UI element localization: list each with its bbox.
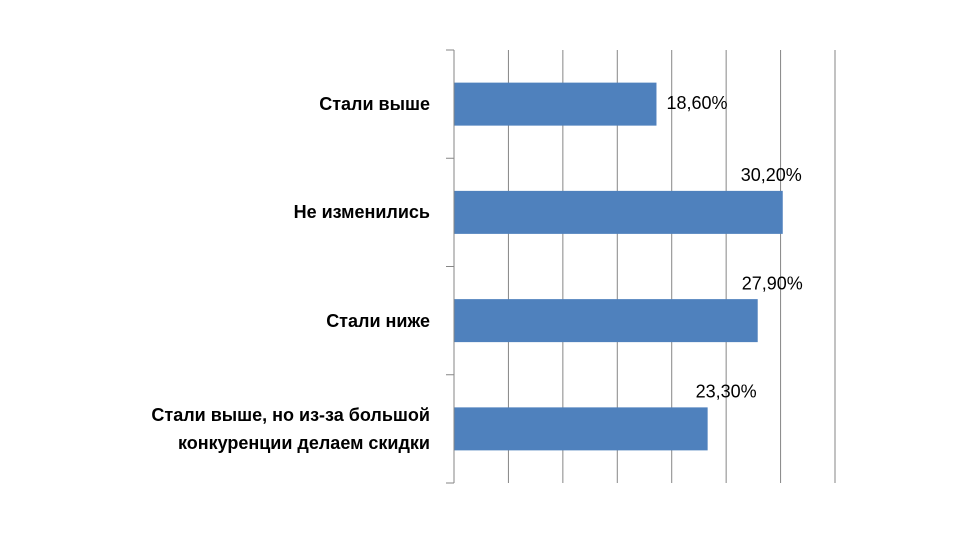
bar bbox=[454, 82, 657, 126]
value-label: 23,30% bbox=[696, 382, 757, 402]
bar bbox=[454, 299, 758, 343]
bar bbox=[454, 407, 708, 451]
value-label: 27,90% bbox=[742, 273, 803, 293]
category-label: Не изменились bbox=[293, 202, 430, 223]
value-label: 18,60% bbox=[666, 93, 727, 113]
category-label: Стали выше, но из-за большой конкуренции… bbox=[151, 404, 430, 453]
category-label: Стали выше bbox=[319, 94, 430, 115]
value-label: 30,20% bbox=[741, 165, 802, 185]
bar bbox=[454, 190, 783, 234]
category-label: Стали ниже bbox=[326, 310, 430, 331]
